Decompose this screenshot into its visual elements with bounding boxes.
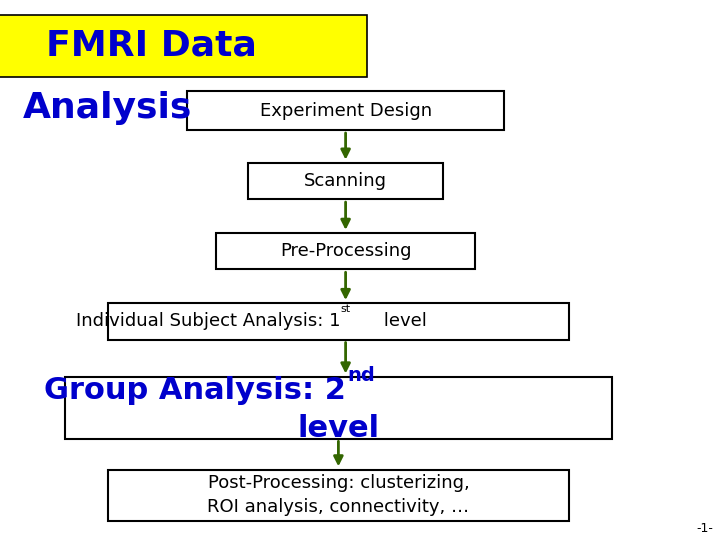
Text: level: level — [378, 312, 427, 330]
Text: st: st — [341, 305, 351, 314]
FancyBboxPatch shape — [108, 469, 569, 521]
FancyBboxPatch shape — [65, 377, 612, 438]
FancyBboxPatch shape — [187, 91, 504, 130]
FancyBboxPatch shape — [108, 303, 569, 340]
Text: Individual Subject Analysis: 1: Individual Subject Analysis: 1 — [76, 312, 341, 330]
FancyBboxPatch shape — [216, 233, 475, 269]
Text: Group Analysis: 2: Group Analysis: 2 — [44, 376, 346, 405]
Text: -1-: -1- — [696, 522, 713, 535]
Text: Analysis: Analysis — [23, 91, 193, 125]
Text: Experiment Design: Experiment Design — [259, 102, 432, 120]
FancyBboxPatch shape — [248, 163, 443, 199]
Text: Scanning: Scanning — [304, 172, 387, 190]
Text: Pre-Processing: Pre-Processing — [280, 242, 411, 260]
Text: nd: nd — [347, 366, 375, 385]
FancyBboxPatch shape — [0, 15, 367, 77]
Text: Individual Subject Analysis: 1   level: Individual Subject Analysis: 1 level — [176, 312, 501, 330]
Text: FMRI Data: FMRI Data — [46, 29, 256, 63]
Text: Post-Processing: clusterizing,
ROI analysis, connectivity, …: Post-Processing: clusterizing, ROI analy… — [207, 474, 469, 516]
Text: level: level — [297, 414, 379, 443]
